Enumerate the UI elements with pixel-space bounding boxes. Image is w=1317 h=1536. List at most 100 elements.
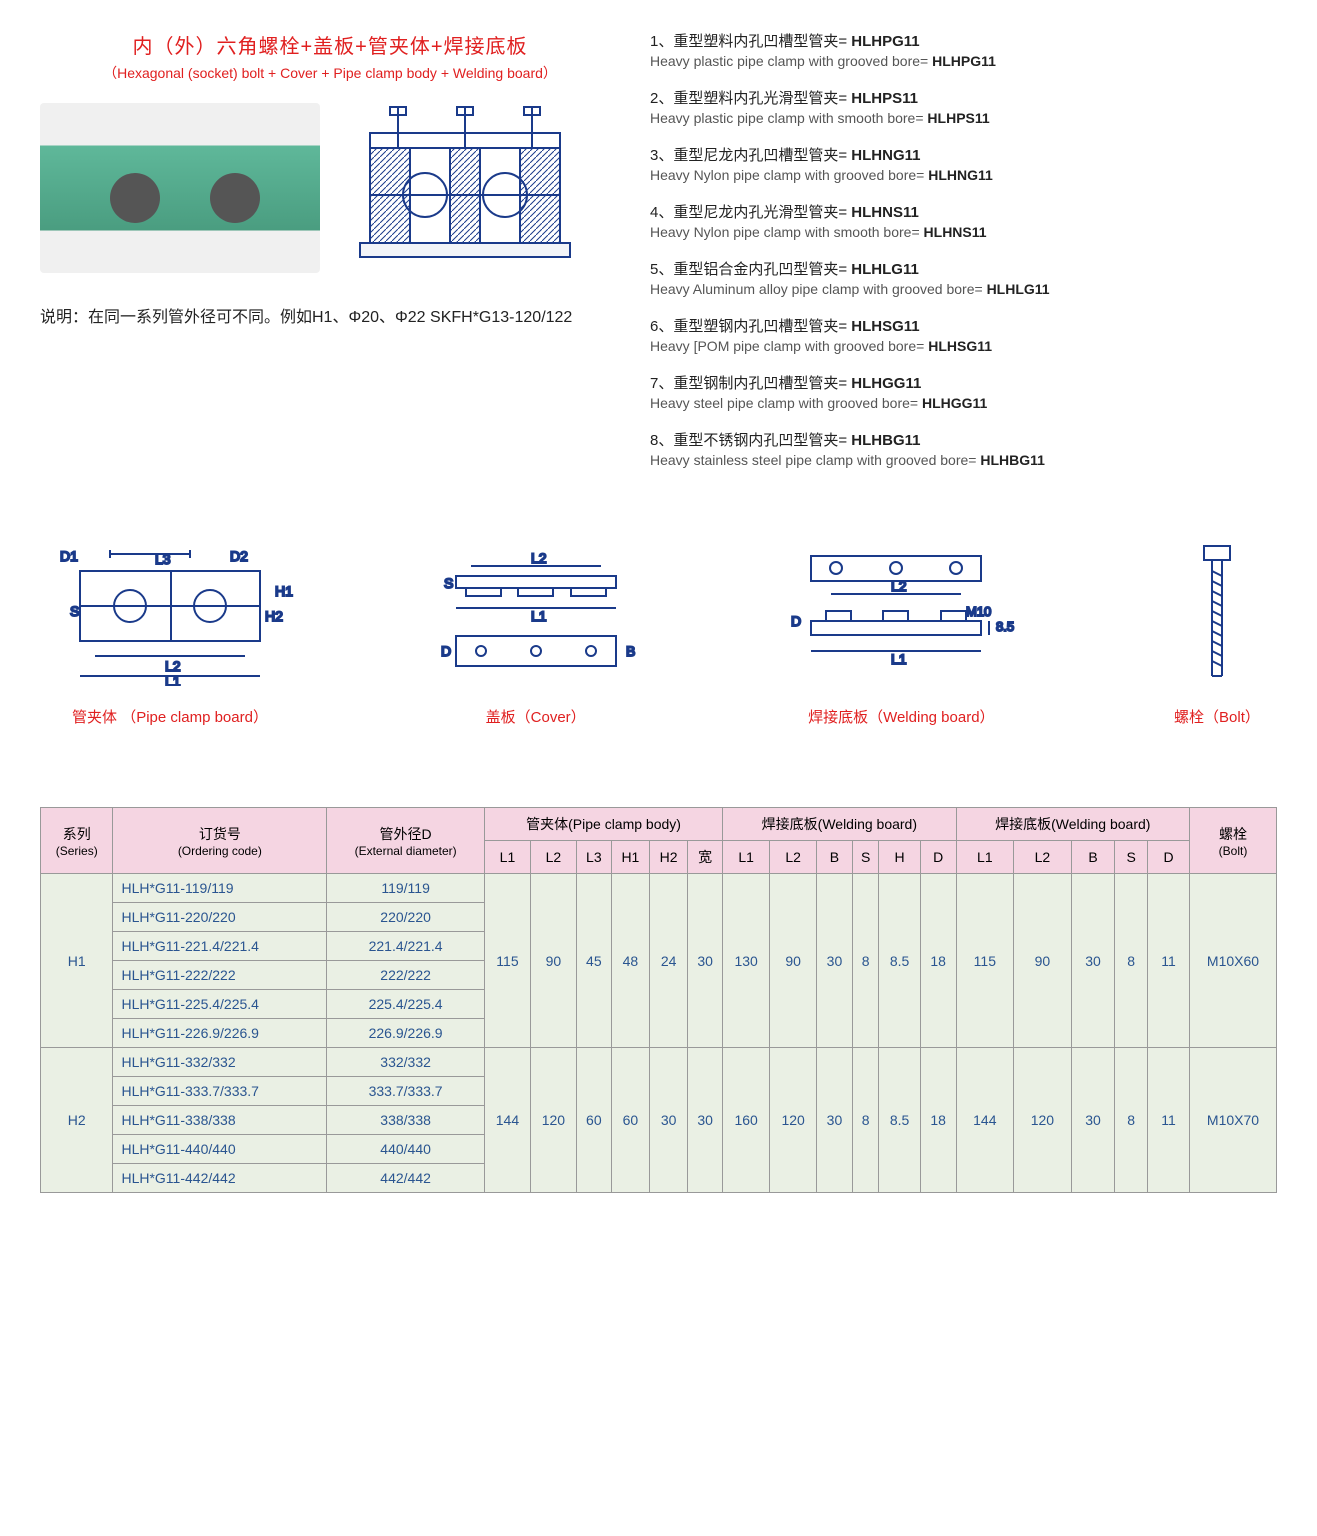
type-code-cn: HLHSG11	[851, 318, 919, 335]
th-sub: L2	[1014, 841, 1072, 874]
td-weld1: 120	[770, 1048, 817, 1193]
diagram-label: 盖板（Cover）	[426, 706, 646, 727]
td-dia: 338/338	[327, 1106, 485, 1135]
td-dia: 333.7/333.7	[327, 1077, 485, 1106]
title-section: 内（外）六角螺栓+盖板+管夹体+焊接底板 （Hexagonal (socket)…	[40, 30, 620, 83]
type-en-text: Heavy Nylon pipe clamp with grooved bore…	[650, 167, 928, 183]
td-weld2: 8	[1115, 1048, 1148, 1193]
type-code-cn: HLHPG11	[851, 33, 919, 50]
th-sub: L2	[530, 841, 576, 874]
type-code-cn: HLHLG11	[851, 261, 919, 278]
th-order: 订货号(Ordering code)	[113, 808, 327, 874]
type-item: 1、重型塑料内孔凹槽型管夹= HLHPG11Heavy plastic pipe…	[650, 30, 1277, 69]
type-num: 6、	[650, 318, 673, 335]
td-code: HLH*G11-226.9/226.9	[113, 1019, 327, 1048]
svg-text:S: S	[70, 603, 79, 619]
svg-text:L2: L2	[165, 658, 181, 674]
diagram-label: 管夹体 （Pipe clamp board）	[40, 706, 300, 727]
th-sub: L2	[770, 841, 817, 874]
type-num: 4、	[650, 204, 673, 221]
type-en-text: Heavy Aluminum alloy pipe clamp with gro…	[650, 281, 987, 297]
diagram-item: 螺栓（Bolt）	[1157, 536, 1277, 727]
type-item: 2、重型塑料内孔光滑型管夹= HLHPS11Heavy plastic pipe…	[650, 87, 1277, 126]
td-code: HLH*G11-119/119	[113, 874, 327, 903]
th-sub: D	[1148, 841, 1190, 874]
th-weld1: 焊接底板(Welding board)	[723, 808, 956, 841]
svg-text:D: D	[791, 613, 801, 629]
td-body: 30	[688, 874, 723, 1048]
title-cn: 内（外）六角螺栓+盖板+管夹体+焊接底板	[40, 30, 620, 59]
diagram-svg	[1157, 536, 1277, 686]
td-body: 60	[611, 1048, 649, 1193]
td-body: 30	[688, 1048, 723, 1193]
svg-text:L1: L1	[165, 673, 181, 686]
type-item: 4、重型尼龙内孔光滑型管夹= HLHNS11Heavy Nylon pipe c…	[650, 201, 1277, 240]
diagram-svg: D1D2 L3 S H1H2 L2 L1	[40, 536, 300, 686]
td-code: HLH*G11-220/220	[113, 903, 327, 932]
td-weld1: 8	[852, 1048, 879, 1193]
product-row	[40, 103, 620, 273]
td-body: 48	[611, 874, 649, 1048]
td-weld1: 30	[817, 874, 853, 1048]
td-weld2: 8	[1115, 874, 1148, 1048]
td-body: 115	[484, 874, 530, 1048]
th-sub: B	[817, 841, 853, 874]
type-en-text: Heavy Nylon pipe clamp with smooth bore=	[650, 224, 924, 240]
svg-text:B: B	[626, 643, 635, 659]
td-dia: 442/442	[327, 1164, 485, 1193]
type-item: 6、重型塑钢内孔凹槽型管夹= HLHSG11 Heavy [POM pipe cl…	[650, 315, 1277, 354]
type-item: 7、重型钢制内孔凹槽型管夹= HLHGG11Heavy steel pipe c…	[650, 372, 1277, 411]
td-weld2: 11	[1148, 1048, 1190, 1193]
diagram-item: D1D2 L3 S H1H2 L2 L1 管夹体 （Pipe clamp boa…	[40, 536, 300, 727]
td-code: HLH*G11-442/442	[113, 1164, 327, 1193]
td-dia: 119/119	[327, 874, 485, 903]
diagram-svg: L2 D M10 8.5 L1	[771, 536, 1031, 686]
th-sub: L3	[576, 841, 611, 874]
svg-text:M10: M10	[966, 604, 991, 619]
note-line: 说明：在同一系列管外径可不同。例如H1、Φ20、Φ22 SKFH*G13-120…	[40, 303, 620, 327]
type-cn-text: 重型塑料内孔光滑型管夹=	[673, 90, 851, 107]
td-code: HLH*G11-440/440	[113, 1135, 327, 1164]
svg-text:H1: H1	[275, 583, 293, 599]
type-code-cn: HLHBG11	[851, 432, 920, 449]
td-weld1: 30	[817, 1048, 853, 1193]
diagram-label: 螺栓（Bolt）	[1157, 706, 1277, 727]
diagram-row: D1D2 L3 S H1H2 L2 L1 管夹体 （Pipe clamp boa…	[40, 536, 1277, 727]
type-cn-text: 重型塑钢内孔凹槽型管夹=	[673, 318, 851, 335]
type-en-text: Heavy [POM pipe clamp with grooved bore=	[650, 338, 928, 354]
td-series: H2	[41, 1048, 113, 1193]
td-code: HLH*G11-222/222	[113, 961, 327, 990]
th-sub: S	[852, 841, 879, 874]
product-photo	[40, 103, 320, 273]
td-weld1: 18	[920, 874, 956, 1048]
td-series: H1	[41, 874, 113, 1048]
type-code-cn: HLHGG11	[851, 375, 921, 392]
svg-text:L2: L2	[531, 550, 547, 566]
product-cross-section	[350, 103, 580, 273]
td-weld2: 30	[1071, 1048, 1115, 1193]
th-dia: 管外径D(External diameter)	[327, 808, 485, 874]
td-dia: 225.4/225.4	[327, 990, 485, 1019]
td-dia: 222/222	[327, 961, 485, 990]
th-bolt: 螺栓(Bolt)	[1189, 808, 1276, 874]
td-dia: 221.4/221.4	[327, 932, 485, 961]
svg-text:L2: L2	[891, 578, 907, 594]
td-body: 60	[576, 1048, 611, 1193]
type-code-cn: HLHPS11	[851, 90, 918, 107]
svg-text:L1: L1	[891, 651, 907, 667]
type-code-cn: HLHNG11	[851, 147, 920, 164]
type-en-text: Heavy stainless steel pipe clamp with gr…	[650, 452, 980, 468]
type-cn-text: 重型尼龙内孔凹槽型管夹=	[673, 147, 851, 164]
td-body: 120	[530, 1048, 576, 1193]
diagram-svg: S L2 L1 DB	[426, 536, 646, 686]
right-column: 1、重型塑料内孔凹槽型管夹= HLHPG11Heavy plastic pipe…	[650, 30, 1277, 486]
th-sub: L1	[484, 841, 530, 874]
spec-table: 系列(Series) 订货号(Ordering code) 管外径D(Exter…	[40, 807, 1277, 1193]
td-weld2: 144	[956, 1048, 1014, 1193]
td-weld1: 160	[723, 1048, 770, 1193]
type-code-en: HLHLG11	[987, 281, 1050, 297]
svg-text:8.5: 8.5	[996, 619, 1014, 634]
svg-text:D: D	[441, 643, 451, 659]
type-list: 1、重型塑料内孔凹槽型管夹= HLHPG11Heavy plastic pipe…	[650, 30, 1277, 468]
type-item: 5、重型铝合金内孔凹型管夹= HLHLG11Heavy Aluminum all…	[650, 258, 1277, 297]
